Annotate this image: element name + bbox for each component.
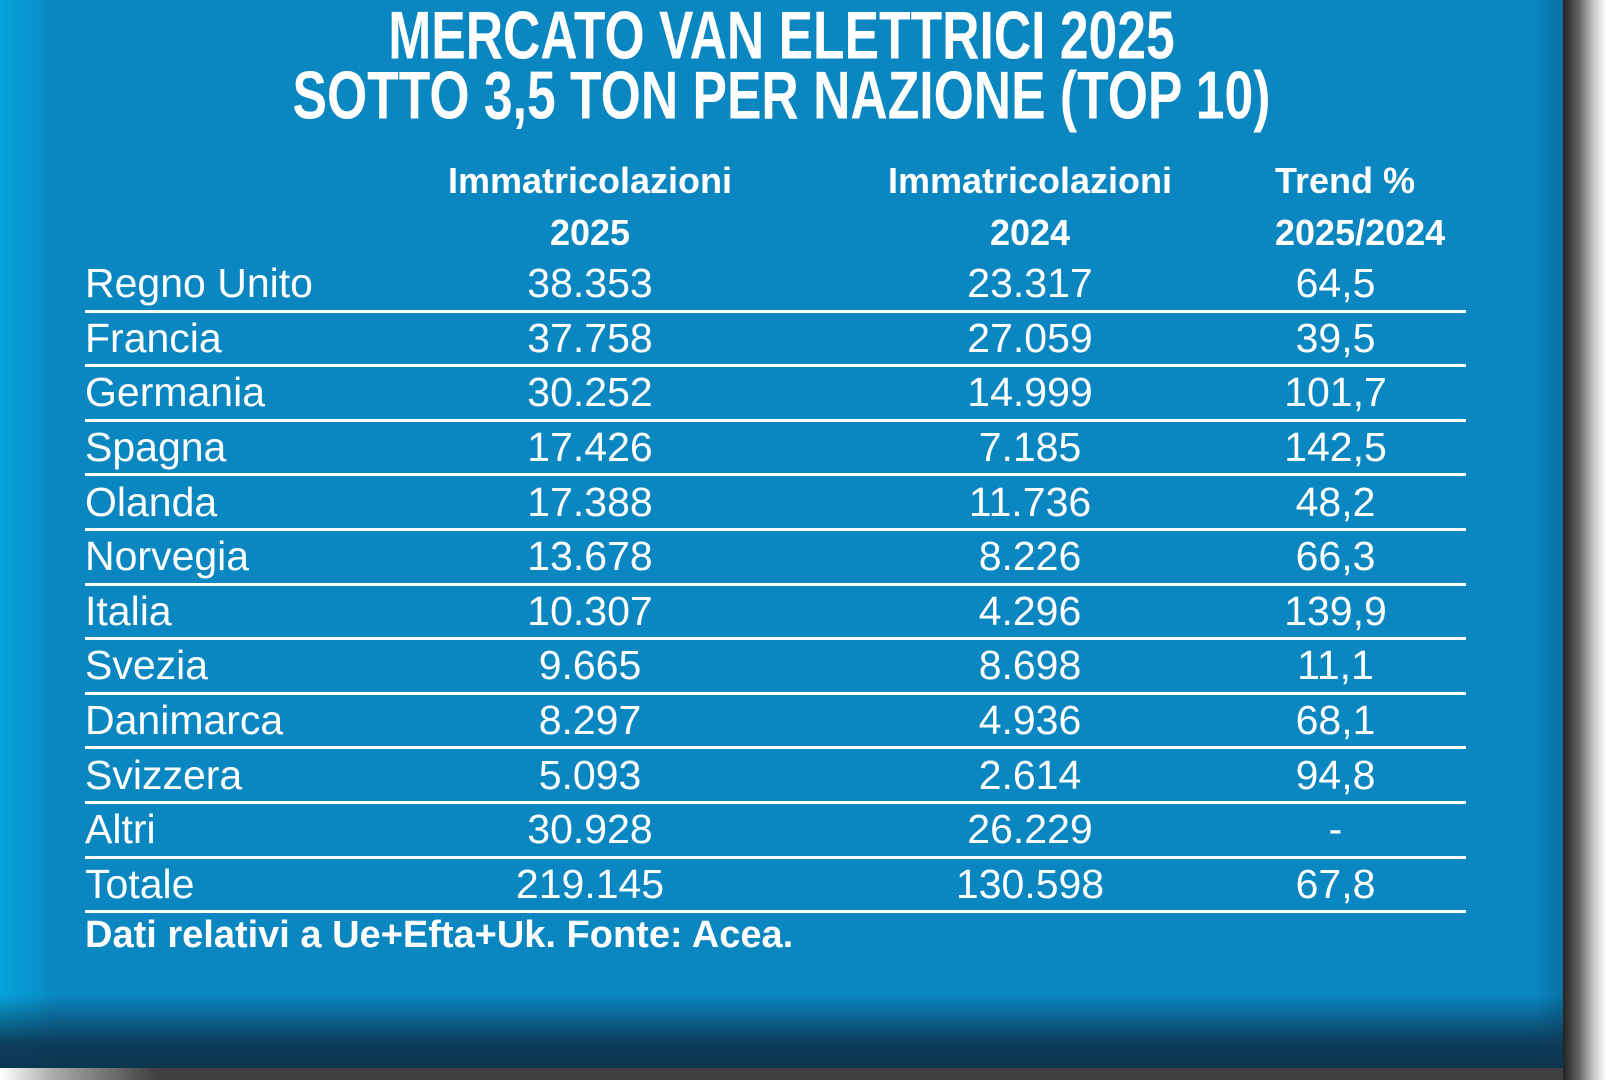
- page-edge-bottom-bar: [0, 1068, 1563, 1080]
- table-row: Francia 37.758 27.059 39,5: [85, 313, 1466, 368]
- table-header-row-1: Immatricolazioni Immatricolazioni Trend …: [85, 155, 1466, 207]
- registrations-2025-cell: 10.307: [527, 587, 653, 634]
- registrations-2025-cell: 30.252: [527, 369, 653, 416]
- country-cell: Regno Unito: [85, 260, 313, 307]
- country-cell: Norvegia: [85, 533, 250, 580]
- table-row: Altri 30.928 26.229 -: [85, 804, 1466, 859]
- registrations-2024-cell: 14.999: [967, 369, 1093, 416]
- registrations-2024-cell: 2.614: [978, 751, 1082, 798]
- page-title-line2: SOTTO 3,5 TON PER NAZIONE (TOP 10): [292, 58, 1271, 134]
- registrations-2024-cell: 7.185: [978, 424, 1082, 471]
- registrations-2025-cell: 17.426: [527, 424, 653, 471]
- table-row: Spagna 17.426 7.185 142,5: [85, 422, 1466, 477]
- registrations-2024-cell: 27.059: [967, 314, 1093, 361]
- registrations-2025-cell: 38.353: [527, 260, 653, 307]
- registrations-2025-cell: 13.678: [527, 533, 653, 580]
- trend-cell: 68,1: [1295, 697, 1376, 744]
- trend-cell: 142,5: [1284, 424, 1387, 471]
- table-row: Italia 10.307 4.296 139,9: [85, 586, 1466, 641]
- page-title: MERCATO VAN ELETTRICI 2025 SOTTO 3,5 TON…: [0, 0, 1563, 134]
- trend-cell: 67,8: [1295, 860, 1376, 907]
- country-cell: Italia: [85, 587, 172, 634]
- data-table: Immatricolazioni Immatricolazioni Trend …: [85, 155, 1466, 914]
- country-cell: Francia: [85, 314, 222, 361]
- registrations-2024-cell: 26.229: [967, 806, 1093, 853]
- registrations-2025-cell: 37.758: [527, 314, 653, 361]
- page-shadow-right: [1563, 0, 1606, 1080]
- trend-cell: 94,8: [1295, 751, 1376, 798]
- registrations-2024-cell: 4.936: [978, 697, 1082, 744]
- registrations-2024-cell: 8.698: [978, 642, 1082, 689]
- country-cell: Danimarca: [85, 697, 284, 744]
- table-row: Olanda 17.388 11.736 48,2: [85, 476, 1466, 531]
- registrations-2024-cell: 130.598: [955, 860, 1105, 907]
- registrations-2025-cell: 219.145: [515, 860, 665, 907]
- table-row: Regno Unito 38.353 23.317 64,5: [85, 258, 1466, 313]
- header-trend: Trend %: [1275, 160, 1416, 201]
- registrations-2024-cell: 8.226: [978, 533, 1082, 580]
- country-cell: Germania: [85, 369, 266, 416]
- country-cell: Olanda: [85, 478, 218, 525]
- trend-cell: 11,1: [1297, 642, 1374, 689]
- registrations-2024-cell: 11.736: [968, 478, 1092, 525]
- registrations-2024-cell: 23.317: [967, 260, 1093, 307]
- source-note: Dati relativi a Ue+Efta+Uk. Fonte: Acea.: [85, 914, 794, 956]
- registrations-2025-cell: 8.297: [538, 697, 642, 744]
- registrations-2025-cell: 9.665: [538, 642, 642, 689]
- trend-cell: 66,3: [1295, 533, 1376, 580]
- registrations-2025-cell: 5.093: [538, 751, 642, 798]
- country-cell: Totale: [85, 860, 195, 907]
- table-row: Germania 30.252 14.999 101,7: [85, 367, 1466, 422]
- registrations-2025-cell: 17.388: [527, 478, 653, 525]
- country-cell: Svezia: [85, 642, 209, 689]
- page-title-line1: MERCATO VAN ELETTRICI 2025: [388, 0, 1175, 74]
- trend-cell: -: [1328, 806, 1343, 853]
- table-row: Totale 219.145 130.598 67,8: [85, 859, 1466, 914]
- trend-cell: 39,5: [1295, 314, 1376, 361]
- table-row: Svezia 9.665 8.698 11,1: [85, 640, 1466, 695]
- header-year-2025: 2025: [549, 211, 631, 253]
- table-header-row-2: 2025 2024 2025/2024: [85, 207, 1466, 258]
- header-year-2024: 2024: [989, 211, 1071, 253]
- registrations-2025-cell: 30.928: [527, 806, 653, 853]
- table-row: Svizzera 5.093 2.614 94,8: [85, 749, 1466, 804]
- header-registrations-2025: Immatricolazioni: [447, 160, 733, 201]
- header-registrations-2024: Immatricolazioni: [887, 160, 1173, 201]
- country-cell: Spagna: [85, 424, 227, 471]
- trend-cell: 64,5: [1295, 260, 1376, 307]
- trend-cell: 101,7: [1284, 369, 1387, 416]
- trend-cell: 139,9: [1284, 587, 1387, 634]
- panel-background: [0, 0, 1563, 1070]
- table-row: Norvegia 13.678 8.226 66,3: [85, 531, 1466, 586]
- table-body: Regno Unito 38.353 23.317 64,5 Francia 3…: [85, 258, 1466, 914]
- trend-cell: 48,2: [1295, 478, 1376, 525]
- header-trend-years: 2025/2024: [1275, 211, 1446, 253]
- country-cell: Svizzera: [85, 751, 243, 798]
- country-cell: Altri: [85, 806, 156, 853]
- registrations-2024-cell: 4.296: [978, 587, 1082, 634]
- table-row: Danimarca 8.297 4.936 68,1: [85, 695, 1466, 750]
